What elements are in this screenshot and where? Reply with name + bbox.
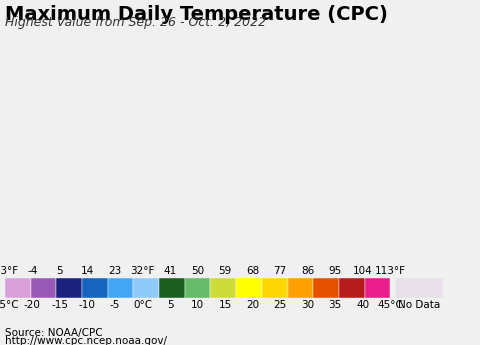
FancyBboxPatch shape [82,278,108,298]
Text: 5: 5 [167,300,173,310]
Text: -4: -4 [27,266,37,276]
FancyBboxPatch shape [31,278,56,298]
Text: 10: 10 [191,300,204,310]
Text: 59: 59 [218,266,232,276]
FancyBboxPatch shape [108,278,133,298]
FancyBboxPatch shape [339,278,365,298]
Text: Maximum Daily Temperature (CPC): Maximum Daily Temperature (CPC) [5,5,388,24]
FancyBboxPatch shape [288,278,313,298]
FancyBboxPatch shape [159,278,185,298]
Text: 86: 86 [301,266,314,276]
Text: 0°C: 0°C [133,300,152,310]
FancyBboxPatch shape [5,278,31,298]
Text: Highest Value from Sep. 26 - Oct. 2, 2022: Highest Value from Sep. 26 - Oct. 2, 202… [5,16,266,29]
Text: 5: 5 [57,266,63,276]
FancyBboxPatch shape [133,278,159,298]
Text: 20: 20 [246,300,259,310]
Text: -5: -5 [110,300,120,310]
Text: 32°F: 32°F [130,266,155,276]
Text: 40: 40 [356,300,370,310]
Text: http://www.cpc.ncep.noaa.gov/: http://www.cpc.ncep.noaa.gov/ [5,336,167,345]
Text: 35: 35 [329,300,342,310]
FancyBboxPatch shape [56,278,82,298]
Text: 23: 23 [108,266,121,276]
FancyBboxPatch shape [236,278,262,298]
FancyBboxPatch shape [185,278,210,298]
Text: 77: 77 [274,266,287,276]
FancyBboxPatch shape [395,278,443,298]
Text: 15: 15 [218,300,232,310]
Text: 30: 30 [301,300,314,310]
Text: -13°F: -13°F [0,266,19,276]
FancyBboxPatch shape [262,278,288,298]
FancyBboxPatch shape [365,278,390,298]
Text: -25°C: -25°C [0,300,20,310]
Text: 41: 41 [163,266,177,276]
Text: 50: 50 [191,266,204,276]
Text: -15: -15 [51,300,68,310]
FancyBboxPatch shape [210,278,236,298]
Text: -20: -20 [24,300,41,310]
Text: 45°C: 45°C [377,300,403,310]
Text: 104: 104 [353,266,372,276]
Text: 25: 25 [274,300,287,310]
FancyBboxPatch shape [313,278,339,298]
Text: 113°F: 113°F [375,266,406,276]
Text: 14: 14 [81,266,94,276]
Text: 95: 95 [329,266,342,276]
Text: No Data: No Data [398,300,440,310]
Text: Source: NOAA/CPC: Source: NOAA/CPC [5,328,102,338]
Text: 68: 68 [246,266,259,276]
Text: -10: -10 [79,300,96,310]
